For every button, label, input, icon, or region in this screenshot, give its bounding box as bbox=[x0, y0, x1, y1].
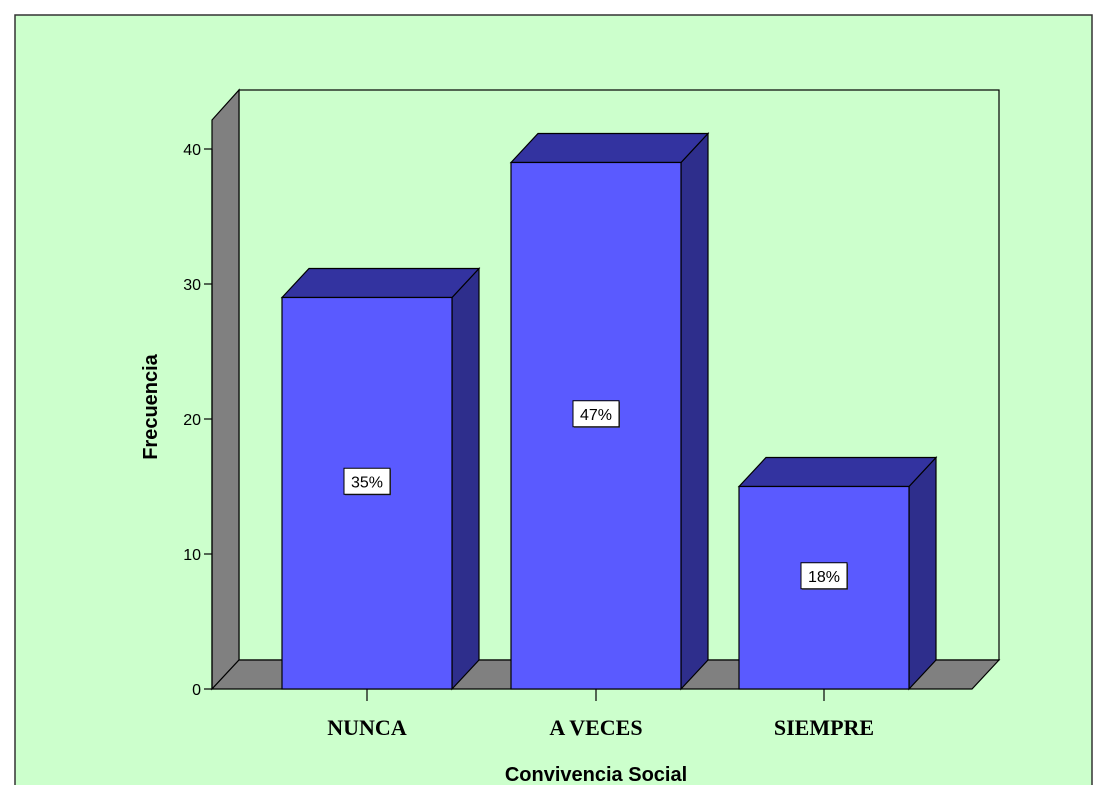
data-label-box-2 bbox=[800, 562, 848, 590]
x-tick-label-2: SIEMPRE bbox=[774, 715, 874, 740]
data-label-1: 47% bbox=[580, 407, 612, 424]
x-tick-label-0: NUNCA bbox=[327, 715, 407, 740]
y-axis-title: Frecuencia bbox=[140, 353, 162, 459]
x-axis-title: Convivencia Social bbox=[505, 764, 687, 785]
bar-2: 18% bbox=[737, 455, 938, 691]
y-tick-label-0: 0 bbox=[192, 682, 201, 699]
bar-0: 35% bbox=[280, 266, 481, 691]
bar-1: 47% bbox=[509, 131, 710, 691]
bars: 35% 47% 18% bbox=[280, 131, 938, 691]
bar-top-0 bbox=[280, 267, 481, 299]
data-label-2: 18% bbox=[808, 569, 840, 586]
y-tick-label-3: 30 bbox=[183, 277, 201, 294]
x-tick-label-1: A VECES bbox=[549, 715, 642, 740]
data-label-0: 35% bbox=[351, 474, 383, 491]
x-axis: NUNCA A VECES SIEMPRE bbox=[327, 689, 874, 740]
bar-top-1 bbox=[509, 132, 710, 164]
left-wall bbox=[211, 88, 240, 691]
y-tick-label-1: 10 bbox=[183, 547, 201, 564]
y-axis: 0 10 20 30 40 bbox=[183, 142, 213, 699]
data-label-box-0 bbox=[343, 467, 391, 495]
y-tick-label-4: 40 bbox=[183, 142, 201, 159]
y-tick-label-2: 20 bbox=[183, 412, 201, 429]
bar-side-1 bbox=[680, 131, 709, 691]
data-label-box-1 bbox=[572, 400, 620, 428]
bar-top-2 bbox=[737, 456, 938, 488]
bar-side-2 bbox=[908, 455, 937, 691]
bar-side-0 bbox=[451, 266, 480, 691]
